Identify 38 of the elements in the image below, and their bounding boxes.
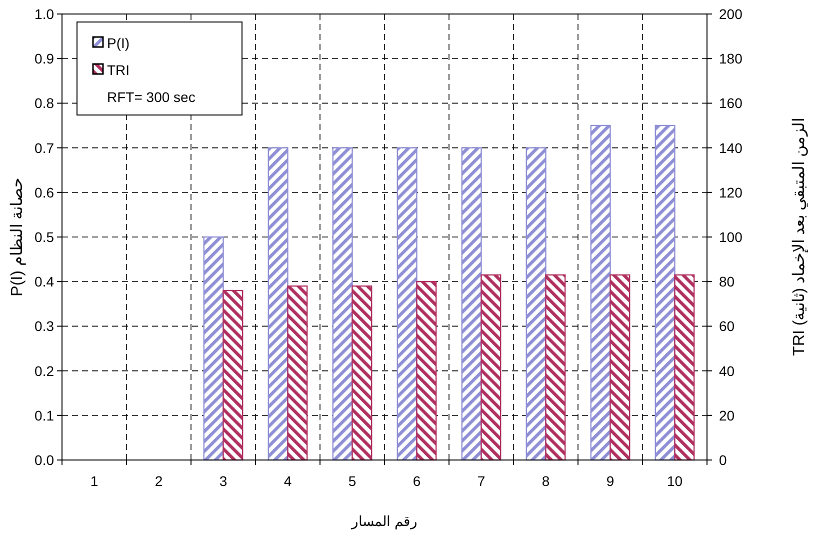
y-tick-label: 0.7 bbox=[34, 140, 54, 156]
x-tick-label: 1 bbox=[90, 473, 98, 489]
x-tick-label: 6 bbox=[412, 473, 421, 489]
x-tick-label: 8 bbox=[542, 473, 550, 489]
y2-axis-title: الزمن المتبقي بعد الإخماد (ثانية) TRI bbox=[791, 118, 808, 356]
y-tick-label: 0.4 bbox=[34, 274, 54, 290]
y2-tick-label: 180 bbox=[719, 50, 743, 67]
y-tick-label: 0.5 bbox=[34, 229, 54, 245]
y2-tick-label: 20 bbox=[719, 407, 735, 424]
annotation: RFT= 300 sec bbox=[107, 89, 196, 105]
x-axis-title: رقم المسار bbox=[350, 513, 418, 530]
y-tick-label: 0.3 bbox=[34, 318, 54, 334]
y-axis-title: P(I) حصانة النظام bbox=[9, 178, 26, 296]
x-tick-label: 9 bbox=[606, 473, 614, 489]
y2-tick-label: 160 bbox=[719, 95, 743, 112]
legend-label: TRI bbox=[107, 62, 130, 78]
y2-tick-label: 40 bbox=[719, 362, 735, 379]
y-tick-label: 1.0 bbox=[34, 6, 54, 22]
y2-tick-label: 200 bbox=[719, 6, 743, 22]
y2-tick-label: 100 bbox=[719, 229, 743, 245]
y2-tick-label: 0 bbox=[719, 452, 727, 468]
y-tick-label: 0.8 bbox=[34, 95, 54, 112]
y2-tick-label: 140 bbox=[719, 140, 743, 156]
y2-tick-label: 60 bbox=[719, 318, 735, 334]
y-tick-label: 0.2 bbox=[34, 362, 54, 379]
y2-tick-label: 80 bbox=[719, 274, 735, 290]
y2-tick-label: 120 bbox=[719, 184, 743, 200]
x-tick-label: 3 bbox=[219, 473, 228, 489]
y-tick-label: 0.9 bbox=[34, 50, 54, 67]
x-tick-label: 5 bbox=[348, 473, 356, 489]
y-tick-label: 0.1 bbox=[34, 407, 54, 424]
x-tick-label: 4 bbox=[284, 473, 292, 489]
x-tick-label: 10 bbox=[666, 473, 683, 489]
x-tick-label: 7 bbox=[477, 473, 486, 489]
x-tick-label: 2 bbox=[154, 473, 163, 489]
y-tick-label: 0.0 bbox=[34, 452, 54, 468]
y-tick-label: 0.6 bbox=[34, 184, 54, 200]
legend-label: P(I) bbox=[107, 35, 130, 51]
